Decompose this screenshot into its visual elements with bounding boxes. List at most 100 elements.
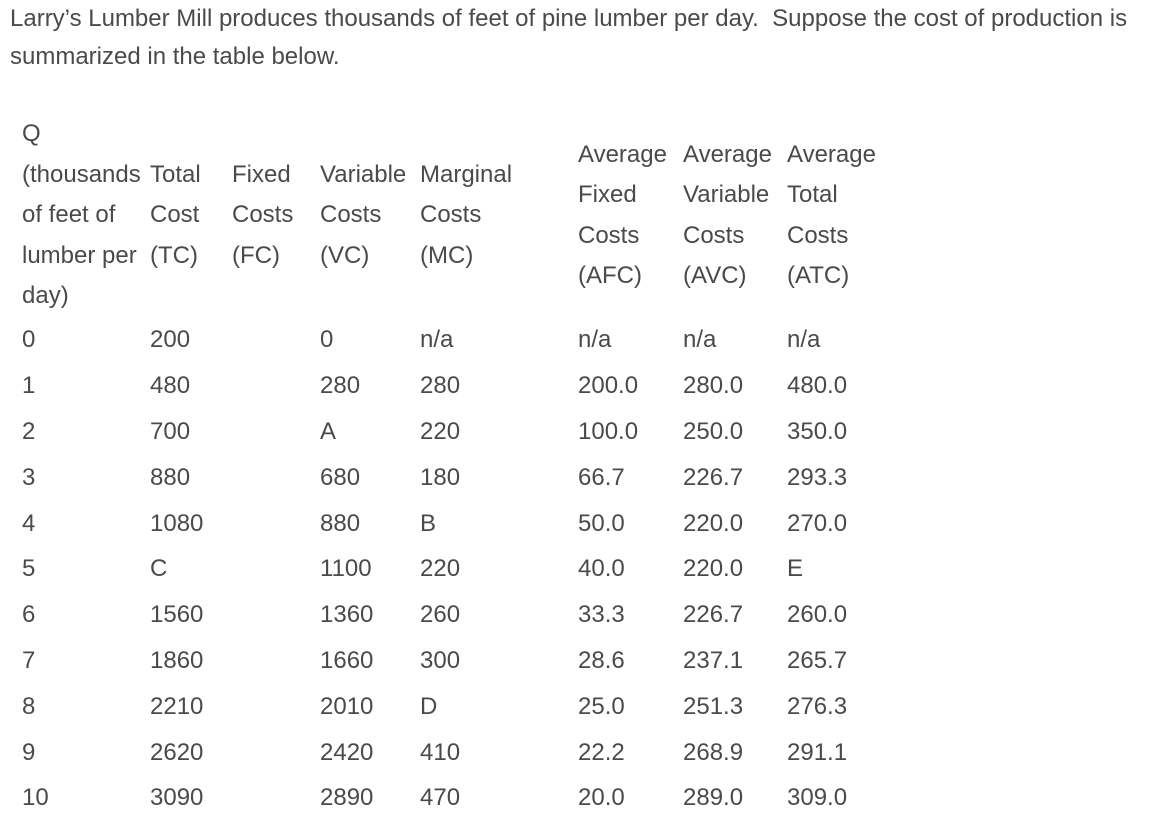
problem-statement: Larry’s Lumber Mill produces thousands o… xyxy=(10,5,1134,70)
table-row: 9 2620 2420 410 22.2 268.9 291.1 xyxy=(10,729,1157,775)
table-cell xyxy=(220,592,308,638)
table-cell: 1860 xyxy=(150,646,204,674)
table-cell xyxy=(220,500,308,546)
table-cell: 250.0 xyxy=(683,417,744,445)
table-row: 5 C 1100 220 40.0 220.0 E xyxy=(10,546,1157,592)
table-cell: 1 xyxy=(22,372,36,400)
table-cell: 3 xyxy=(22,463,36,491)
table-cell: 300 xyxy=(420,646,461,674)
table-cell: 1360 xyxy=(320,601,374,629)
table-cell: n/a xyxy=(420,326,454,354)
table-row: 3 880 680 180 66.7 226.7 293.3 xyxy=(10,454,1157,500)
table-cell: 480.0 xyxy=(787,372,848,400)
table-cell: 220 xyxy=(420,417,461,445)
table-cell: 410 xyxy=(420,738,461,766)
table-cell xyxy=(220,683,308,729)
table-cell: 276.3 xyxy=(787,692,848,720)
table-cell: 700 xyxy=(150,417,191,445)
table-cell: 680 xyxy=(320,463,361,491)
table-cell: 1660 xyxy=(320,646,374,674)
table-cell: 200.0 xyxy=(578,372,639,400)
table-row: 8 2210 2010 D 25.0 251.3 276.3 xyxy=(10,683,1157,729)
table-cell: 880 xyxy=(320,509,361,537)
table-cell: 33.3 xyxy=(578,601,625,629)
table-cell: 265.7 xyxy=(787,646,848,674)
table-cell: 268.9 xyxy=(683,738,744,766)
table-cell: B xyxy=(420,509,437,537)
table-cell: 260.0 xyxy=(787,601,848,629)
table-cell: 0 xyxy=(22,326,36,354)
table-cell: 8 xyxy=(22,692,36,720)
table-cell: 200 xyxy=(150,326,191,354)
header-average-fixed-costs: Average Fixed Costs (AFC) xyxy=(578,140,667,290)
table-cell xyxy=(220,638,308,684)
table-cell: 280.0 xyxy=(683,372,744,400)
table-cell: 251.3 xyxy=(683,692,744,720)
table-cell: 270.0 xyxy=(787,509,848,537)
table-cell xyxy=(220,454,308,500)
table-cell: 226.7 xyxy=(683,601,744,629)
table-cell: 2620 xyxy=(150,738,204,766)
table-cell: 4 xyxy=(22,509,36,537)
table-cell: 291.1 xyxy=(787,738,848,766)
table-cell: 1100 xyxy=(320,555,372,583)
table-cell: A xyxy=(320,417,337,445)
table-cell xyxy=(220,409,308,455)
table-cell: 237.1 xyxy=(683,646,744,674)
table-cell: 2890 xyxy=(320,784,374,812)
table-cell: 220 xyxy=(420,555,461,583)
header-quantity: Q (thousands of feet of lumber per day) xyxy=(22,120,141,310)
table-cell xyxy=(220,363,308,409)
table-cell: E xyxy=(787,555,804,583)
table-row: 10 3090 2890 470 20.0 289.0 309.0 xyxy=(10,775,1157,821)
cost-table: Q (thousands of feet of lumber per day) … xyxy=(10,114,1157,821)
table-cell: 66.7 xyxy=(578,463,625,491)
table-cell: 880 xyxy=(150,463,191,491)
header-average-variable-costs: Average Variable Costs (AVC) xyxy=(683,140,772,290)
table-cell: 2210 xyxy=(150,692,204,720)
table-cell: 0 xyxy=(320,326,334,354)
header-variable-costs: Variable Costs (VC) xyxy=(320,160,407,269)
table-cell: 220.0 xyxy=(683,509,744,537)
table-cell: 20.0 xyxy=(578,784,625,812)
table-cell: 7 xyxy=(22,646,36,674)
table-cell xyxy=(220,546,308,592)
table-cell: 1560 xyxy=(150,601,204,629)
table-cell: 3090 xyxy=(150,784,204,812)
table-cell: 6 xyxy=(22,601,36,629)
table-cell: 9 xyxy=(22,738,36,766)
table-cell: 280 xyxy=(420,372,461,400)
table-row: 6 1560 1360 260 33.3 226.7 260.0 xyxy=(10,592,1157,638)
table-cell: n/a xyxy=(787,326,821,354)
table-cell: 100.0 xyxy=(578,417,639,445)
header-average-total-costs: Average Total Costs (ATC) xyxy=(787,140,876,290)
table-cell: 40.0 xyxy=(578,555,625,583)
table-cell: 28.6 xyxy=(578,646,625,674)
table-row: 7 1860 1660 300 28.6 237.1 265.7 xyxy=(10,638,1157,684)
table-cell: n/a xyxy=(578,326,612,354)
header-fixed-costs: Fixed Costs (FC) xyxy=(232,160,294,269)
table-cell: C xyxy=(150,555,168,583)
table-cell: 2 xyxy=(22,417,36,445)
table-body: 0 200 0 n/a n/a n/a n/a 1 480 280 280 200.0 280.0 480… xyxy=(10,317,1157,821)
table-cell: 280 xyxy=(320,372,361,400)
table-cell xyxy=(220,729,308,775)
table-row: 1 480 280 280 200.0 280.0 480.0 xyxy=(10,363,1157,409)
table-cell: 289.0 xyxy=(683,784,744,812)
table-cell: D xyxy=(420,692,438,720)
table-cell: 350.0 xyxy=(787,417,848,445)
table-cell: 260 xyxy=(420,601,461,629)
table-cell: 470 xyxy=(420,784,461,812)
table-cell: 220.0 xyxy=(683,555,744,583)
table-cell: 50.0 xyxy=(578,509,625,537)
table-cell: 309.0 xyxy=(787,784,848,812)
table-cell: 2010 xyxy=(320,692,374,720)
table-cell: 5 xyxy=(22,555,36,583)
table-cell xyxy=(220,317,308,363)
table-cell: 10 xyxy=(22,784,49,812)
table-cell: 293.3 xyxy=(787,463,848,491)
table-header-row: Q (thousands of feet of lumber per day) … xyxy=(10,114,1157,317)
table-cell: 1080 xyxy=(150,509,204,537)
table-row: 2 700 A 220 100.0 250.0 350.0 xyxy=(10,409,1157,455)
table-cell: 25.0 xyxy=(578,692,625,720)
